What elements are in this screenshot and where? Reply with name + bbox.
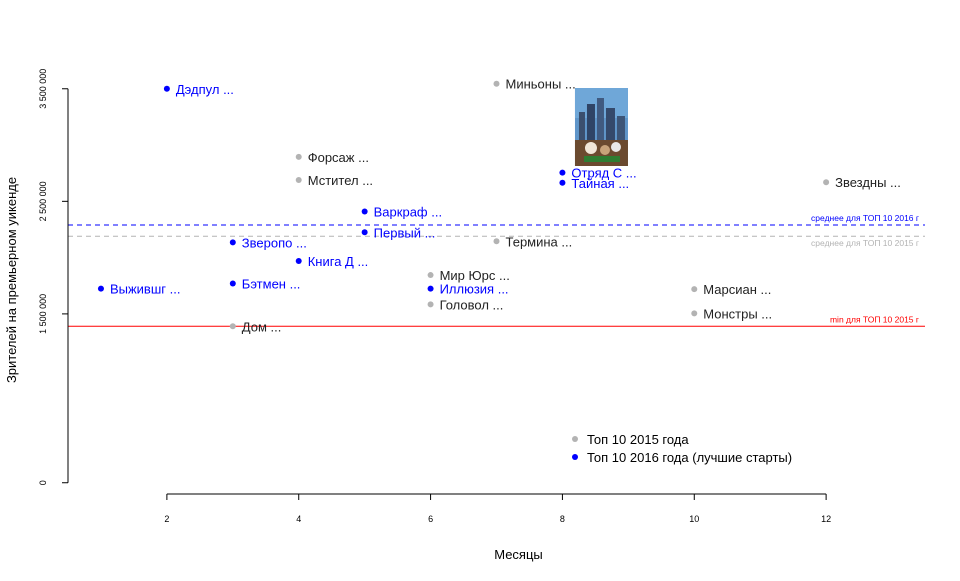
data-point-label: Монстры ... bbox=[703, 306, 772, 321]
data-point bbox=[295, 153, 302, 160]
data-point bbox=[361, 229, 368, 236]
data-point-label: Дом ... bbox=[242, 319, 282, 334]
data-point bbox=[493, 80, 500, 87]
data-points bbox=[97, 80, 830, 330]
legend-entry: Топ 10 2016 года (лучшие старты) bbox=[587, 450, 792, 465]
data-point bbox=[295, 257, 302, 264]
data-point bbox=[559, 179, 566, 186]
data-point-label: Мир Юрс ... bbox=[440, 268, 510, 283]
data-point-label: Книга Д ... bbox=[308, 254, 369, 269]
y-tick-label: 0 bbox=[38, 480, 48, 485]
legend-marker bbox=[572, 436, 578, 442]
data-point bbox=[823, 179, 830, 186]
data-point-label: Марсиан ... bbox=[703, 282, 771, 297]
data-point-label: Термина ... bbox=[506, 234, 573, 249]
data-point-label: Выжившг ... bbox=[110, 282, 181, 297]
data-point-label: Бэтмен ... bbox=[242, 277, 301, 292]
y-axis-title: Зрителей на премьерном уикенде bbox=[4, 177, 19, 383]
axes: 2 4 6 8 10 12 0 1 500 000 2 500 000 3 500 000 Меся… bbox=[4, 69, 831, 562]
x-tick-label: 2 bbox=[164, 514, 169, 524]
legend-entry: Топ 10 2015 года bbox=[587, 432, 689, 447]
data-point-label: Первый ... bbox=[374, 225, 436, 240]
data-point bbox=[163, 85, 170, 92]
data-point bbox=[493, 238, 500, 245]
data-point bbox=[691, 286, 698, 293]
data-point-label: Головол ... bbox=[440, 297, 504, 312]
data-point-label: Звездны ... bbox=[835, 175, 901, 190]
data-point bbox=[427, 272, 434, 279]
data-point bbox=[361, 208, 368, 215]
data-point bbox=[295, 176, 302, 183]
x-tick-label: 10 bbox=[689, 514, 699, 524]
movie-poster-image bbox=[574, 88, 628, 166]
data-point-label: Миньоны ... bbox=[506, 77, 576, 92]
legend: Топ 10 2015 года Топ 10 2016 года (лучшие… bbox=[572, 432, 792, 465]
data-point bbox=[691, 310, 698, 317]
data-point-label: Варкраф ... bbox=[374, 204, 442, 219]
y-tick-label: 3 500 000 bbox=[38, 69, 48, 109]
x-axis-title: Месяцы bbox=[494, 547, 543, 562]
data-point-label: Мстител ... bbox=[308, 173, 373, 188]
data-point bbox=[229, 280, 236, 287]
data-point-label: Отряд С ... bbox=[571, 166, 636, 181]
data-point-label: Зверопо ... bbox=[242, 235, 307, 250]
data-point-label: Тайная ... bbox=[571, 176, 629, 191]
y-tick-label: 2 500 000 bbox=[38, 181, 48, 221]
data-point bbox=[97, 285, 104, 292]
legend-marker bbox=[572, 454, 578, 460]
data-point bbox=[559, 169, 566, 176]
x-tick-label: 8 bbox=[560, 514, 565, 524]
point-labels: Миньоны ... Форсаж ... Мстител ... Звездны … bbox=[110, 77, 901, 335]
data-point bbox=[229, 323, 236, 330]
data-point bbox=[229, 239, 236, 246]
data-point-label: Дэдпул ... bbox=[176, 82, 234, 97]
data-point-label: Форсаж ... bbox=[308, 150, 369, 165]
x-tick-label: 6 bbox=[428, 514, 433, 524]
reference-lines: среднее для ТОП 10 2016 г среднее для ТОП… bbox=[68, 213, 925, 327]
x-tick-label: 4 bbox=[296, 514, 301, 524]
y-tick-label: 1 500 000 bbox=[38, 294, 48, 334]
reference-line-label: среднее для ТОП 10 2015 г bbox=[811, 238, 919, 248]
reference-line-label: min для ТОП 10 2015 г bbox=[830, 314, 919, 324]
data-point bbox=[427, 285, 434, 292]
x-tick-label: 12 bbox=[821, 514, 831, 524]
data-point bbox=[427, 301, 434, 308]
data-point-label: Иллюзия ... bbox=[440, 282, 509, 297]
reference-line-label: среднее для ТОП 10 2016 г bbox=[811, 213, 919, 223]
